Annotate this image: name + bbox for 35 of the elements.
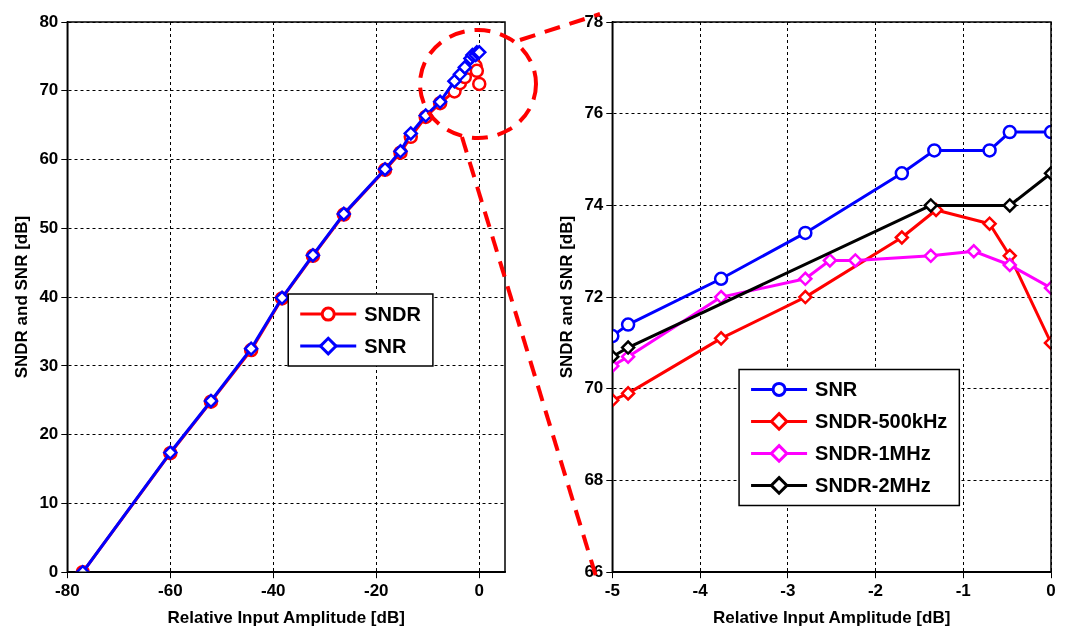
- y-tick-label: 74: [584, 195, 604, 215]
- y-tick-label: 20: [39, 424, 59, 444]
- y-tick-label: 70: [39, 80, 59, 100]
- x-axis-title: Relative Input Amplitude [dB]: [712, 608, 951, 628]
- x-tick-label: 0: [1046, 581, 1056, 601]
- y-tick-label: 10: [39, 493, 59, 513]
- x-tick-label: -60: [158, 581, 183, 601]
- y-tick-label: 76: [584, 103, 604, 123]
- legend-label: SNR: [364, 334, 408, 357]
- y-tick-label: 50: [39, 218, 59, 238]
- legend-label: SNR: [815, 377, 858, 400]
- y-tick-label: 70: [584, 378, 604, 398]
- legend-label: SNDR-2MHz: [815, 473, 931, 496]
- x-tick-label: -2: [867, 581, 884, 601]
- y-tick-label: 68: [584, 470, 604, 490]
- legend-label: SNDR: [364, 302, 422, 325]
- y-axis-title: SNDR and SNR [dB]: [556, 215, 576, 379]
- x-tick-label: -3: [780, 581, 796, 601]
- y-tick-label: 80: [39, 11, 59, 31]
- x-tick-label: -4: [692, 581, 709, 601]
- y-tick-label: 0: [48, 561, 59, 581]
- x-tick-label: -80: [55, 581, 80, 601]
- legend-label: SNDR-500kHz: [815, 409, 948, 432]
- x-tick-label: -40: [260, 581, 286, 601]
- x-tick-label: -20: [363, 581, 389, 601]
- y-tick-label: 60: [39, 149, 59, 169]
- x-tick-label: -1: [955, 581, 971, 601]
- y-tick-label: 40: [39, 286, 59, 306]
- x-tick-label: 0: [474, 581, 484, 601]
- legend-label: SNDR-1MHz: [815, 441, 931, 464]
- y-axis-title: SNDR and SNR [dB]: [11, 215, 31, 379]
- x-axis-title: Relative Input Amplitude [dB]: [167, 608, 405, 628]
- y-tick-label: 30: [39, 355, 59, 375]
- y-tick-label: 72: [584, 286, 604, 306]
- x-tick-label: -5: [604, 581, 620, 601]
